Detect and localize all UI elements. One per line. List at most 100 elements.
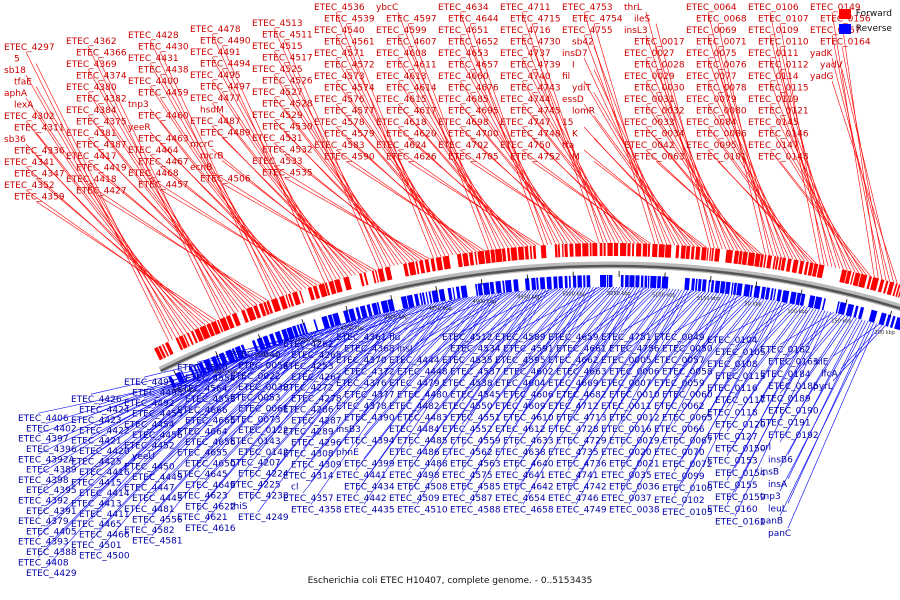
reverse-gene-label[interactable]: ETEC_4650 — [185, 459, 236, 469]
forward-gene[interactable] — [892, 283, 898, 297]
forward-gene[interactable] — [772, 256, 777, 270]
reverse-gene[interactable] — [366, 304, 373, 317]
reverse-gene[interactable] — [414, 293, 420, 307]
forward-gene-label[interactable]: ETEC_0148 — [758, 153, 809, 163]
forward-gene-label[interactable]: ETEC_0028 — [634, 61, 685, 71]
forward-gene-label[interactable]: I — [572, 61, 575, 71]
forward-gene[interactable] — [517, 246, 525, 261]
forward-gene-label[interactable]: ETEC_0030 — [634, 84, 685, 94]
forward-gene[interactable] — [647, 243, 651, 257]
reverse-gene-label[interactable]: ETEC_0073 — [230, 415, 281, 425]
reverse-gene-label[interactable]: ETEC_0155 — [707, 481, 758, 491]
forward-gene-label[interactable]: ETEC_4754 — [572, 15, 623, 25]
reverse-gene[interactable] — [776, 289, 782, 302]
forward-gene[interactable] — [569, 243, 574, 257]
forward-gene-label[interactable]: ETEC_4611 — [386, 61, 437, 71]
forward-gene-label[interactable]: ETEC_4624 — [376, 141, 427, 151]
forward-gene[interactable] — [190, 330, 199, 344]
forward-gene-label[interactable]: ETEC_4716 — [500, 26, 551, 36]
reverse-gene-label[interactable]: ETEC_4595 — [495, 356, 546, 366]
forward-gene[interactable] — [456, 253, 463, 268]
reverse-gene-label[interactable]: ETEC_4424 — [79, 406, 130, 416]
forward-gene-label[interactable]: ETEC_0157 — [810, 26, 861, 36]
reverse-gene[interactable] — [536, 277, 539, 290]
forward-gene-label[interactable]: ileS — [634, 15, 651, 25]
reverse-gene-label[interactable]: thiS — [230, 502, 248, 512]
reverse-gene-label[interactable]: ETEC_4465 — [71, 520, 122, 530]
forward-gene[interactable] — [216, 319, 224, 333]
reverse-gene-label[interactable]: ETEC_4682 — [556, 391, 607, 401]
forward-gene[interactable] — [774, 256, 779, 270]
reverse-gene[interactable] — [795, 292, 802, 306]
reverse-gene-label[interactable]: ETEC_4591 — [503, 345, 554, 355]
forward-gene-label[interactable]: ETEC_4571 — [314, 49, 365, 59]
forward-gene[interactable] — [850, 271, 855, 285]
forward-gene-label[interactable]: ETEC_4494 — [200, 60, 251, 70]
reverse-gene-label[interactable]: ETEC_0160 — [707, 505, 758, 515]
forward-gene-label[interactable]: ETEC_4366 — [76, 49, 127, 59]
reverse-gene[interactable] — [724, 281, 731, 295]
forward-gene[interactable] — [484, 250, 491, 264]
forward-gene-label[interactable]: ETEC_4702 — [438, 141, 489, 151]
forward-gene-label[interactable]: ETEC_4752 — [510, 153, 561, 163]
forward-gene-label[interactable]: ETEC_4617 — [386, 107, 437, 117]
reverse-gene[interactable] — [168, 375, 177, 389]
reverse-gene-label[interactable]: ETEC_4422 — [79, 426, 130, 436]
forward-gene-label[interactable]: ETEC_4427 — [76, 187, 127, 197]
forward-gene[interactable] — [278, 295, 288, 310]
reverse-gene-label[interactable]: ETEC_4588 — [450, 506, 501, 516]
forward-gene-label[interactable]: ybcC — [376, 3, 398, 13]
reverse-gene-label[interactable]: ETEC_4272 — [283, 384, 334, 394]
forward-gene[interactable] — [418, 260, 426, 274]
reverse-gene[interactable] — [733, 282, 737, 295]
forward-gene-label[interactable]: ETEC_4653 — [438, 49, 489, 59]
reverse-gene-label[interactable]: ETEC_4466 — [79, 531, 130, 541]
reverse-gene-label[interactable]: ETEC_4640 — [503, 460, 554, 470]
forward-gene-label[interactable]: ETEC_4750 — [500, 141, 551, 151]
forward-gene-label[interactable]: ETEC_4464 — [128, 146, 179, 156]
reverse-gene-label[interactable]: ETEC_0100 — [662, 484, 713, 494]
forward-gene[interactable] — [791, 259, 799, 274]
reverse-gene-label[interactable]: ETEC_0054 — [238, 361, 289, 371]
reverse-gene-label[interactable]: ETEC_4442 — [336, 494, 387, 504]
forward-gene[interactable] — [711, 248, 715, 262]
forward-gene-label[interactable]: ETEC_4311 — [14, 124, 65, 134]
forward-gene-label[interactable]: ETEC_4506 — [200, 175, 251, 185]
reverse-gene-label[interactable]: ETEC_0102 — [654, 496, 705, 506]
forward-gene[interactable] — [777, 257, 782, 271]
forward-gene-label[interactable]: ETEC_4400 — [128, 77, 179, 87]
reverse-gene[interactable] — [813, 296, 823, 310]
reverse-gene[interactable] — [419, 292, 424, 306]
forward-gene[interactable] — [631, 243, 635, 257]
reverse-gene-label[interactable]: ETEC_4556 — [132, 515, 183, 525]
forward-gene[interactable] — [371, 270, 377, 284]
reverse-gene-label[interactable]: ETEC_4309 — [291, 461, 342, 471]
reverse-gene-label[interactable]: ETEC_0007 — [601, 379, 652, 389]
forward-gene-label[interactable]: ETEC_0034 — [634, 130, 685, 140]
reverse-gene-label[interactable]: ETEC_4456 — [132, 431, 183, 441]
reverse-gene-label[interactable]: ETEC_4413 — [71, 499, 122, 509]
forward-gene[interactable] — [725, 249, 734, 264]
reverse-gene-label[interactable]: leuL — [768, 504, 787, 514]
forward-gene-label[interactable]: ETEC_4526 — [262, 77, 313, 87]
forward-gene-label[interactable]: ETEC_0164 — [820, 38, 871, 48]
forward-gene[interactable] — [474, 251, 478, 265]
forward-gene-label[interactable]: yadG — [810, 72, 834, 82]
forward-gene-label[interactable]: ETEC_0086 — [696, 130, 747, 140]
reverse-gene[interactable] — [577, 275, 583, 288]
forward-gene[interactable] — [258, 303, 267, 317]
reverse-gene-label[interactable]: ETEC_4396 — [26, 445, 77, 455]
forward-gene-label[interactable]: ETEC_4618 — [376, 118, 427, 128]
reverse-gene-label[interactable]: panC — [768, 529, 791, 539]
forward-gene-label[interactable]: ETEC_4730 — [510, 38, 561, 48]
forward-gene-label[interactable]: ETEC_4533 — [252, 157, 303, 167]
reverse-gene[interactable] — [431, 289, 440, 303]
forward-gene[interactable] — [312, 285, 321, 299]
forward-gene-label[interactable]: ETEC_4495 — [190, 71, 241, 81]
forward-gene-label[interactable]: ETEC_4369 — [66, 60, 117, 70]
reverse-gene[interactable] — [299, 323, 306, 336]
reverse-gene-label[interactable]: ETEC_4483 — [397, 414, 448, 424]
reverse-gene-label[interactable]: ETEC_0192 — [768, 431, 819, 441]
forward-gene-label[interactable]: ETEC_4676 — [448, 84, 499, 94]
